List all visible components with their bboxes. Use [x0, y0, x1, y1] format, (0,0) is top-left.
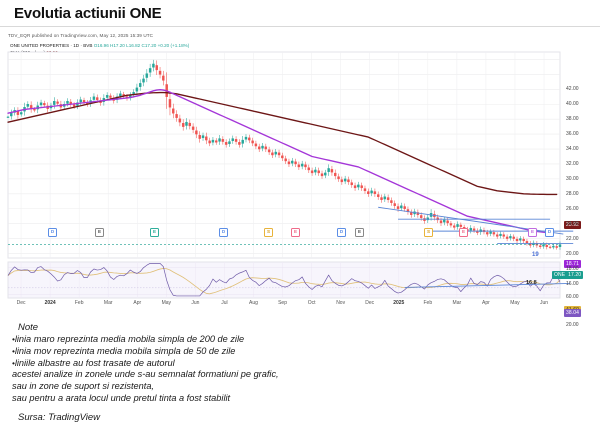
notes-continuation: acestei analize in zonele unde s-au semn…: [12, 369, 592, 404]
date-axis-tick: Feb: [74, 300, 84, 306]
date-axis-tick: Feb: [423, 300, 433, 306]
rsi-axis-tick: 20.00: [566, 321, 579, 328]
price-axis-tick: 34.00: [566, 146, 579, 153]
date-axis-tick: Dec: [16, 300, 26, 306]
event-marker-earnings[interactable]: E: [150, 228, 159, 237]
event-marker-dividend[interactable]: D: [545, 228, 554, 237]
price-badge-last: ONE 17.20: [552, 271, 584, 280]
date-axis-tick: Jun: [191, 300, 200, 306]
note-continuation-line: sau pentru a arata locul unde pretul tin…: [12, 392, 231, 403]
note-item: •linia mov reprezinta media mobila simpl…: [12, 346, 592, 358]
event-marker-dividend[interactable]: D: [219, 228, 228, 237]
tradingview-chart[interactable]: TDV_EQR published on TradingView.com, Ma…: [0, 30, 600, 328]
bullet-icon: •: [12, 335, 15, 344]
price-axis-tick: 30.00: [566, 176, 579, 183]
legend-change: +0.20 (+1.18%): [157, 43, 190, 48]
date-axis-tick: 2024: [44, 300, 56, 306]
date-axis-tick: Apr: [133, 300, 142, 306]
chart-publisher-line: TDV_EQR published on TradingView.com, Ma…: [8, 33, 154, 38]
bullet-icon: •: [12, 346, 15, 356]
legend-symbol-name: ONE UNITED PROPERTIES: [10, 43, 70, 48]
price-axis-tick: 20.00: [566, 250, 579, 257]
date-axis-tick: Dec: [365, 300, 375, 306]
date-axis-tick: Mar: [452, 300, 462, 306]
price-axis-tick: 16.00: [566, 280, 579, 287]
price-axis-tick: 24.00: [566, 220, 579, 227]
legend-exchange: BVB: [83, 43, 93, 48]
date-axis-tick: Nov: [336, 300, 346, 306]
date-axis-tick: Apr: [482, 300, 490, 306]
source-line: Sursa: TradingView: [18, 412, 101, 423]
event-marker-split[interactable]: S: [264, 228, 273, 237]
legend-symbol-row: ONE UNITED PROPERTIES · 1D · BVB O16.96 …: [10, 43, 190, 48]
price-axis-tick: 18.00: [566, 265, 579, 272]
legend-close: C17.20: [141, 43, 157, 48]
title-divider: [0, 26, 600, 27]
note-item-text: linia mov reprezinta media mobila simpla…: [14, 346, 236, 357]
event-marker-earnings[interactable]: E: [355, 228, 364, 237]
event-marker-earnings[interactable]: E: [95, 228, 104, 237]
date-axis-tick: Jul: [221, 300, 228, 306]
price-axis-tick: 38.00: [566, 116, 579, 123]
last-price: 17.20: [568, 272, 582, 279]
note-continuation-line: acestei analize in zonele unde s-au semn…: [12, 369, 279, 380]
event-marker-earnings[interactable]: E: [528, 228, 537, 237]
date-axis-tick: Oct: [307, 300, 316, 306]
note-item: •liniile albastre au fost trasate de aut…: [12, 358, 592, 370]
page-title: Evolutia actiunii ONE: [14, 5, 162, 22]
note-item: •linia maro reprezinta media mobila simp…: [12, 334, 592, 346]
price-axis-tick: 28.00: [566, 190, 579, 197]
price-axis-tick: 26.00: [566, 205, 579, 212]
bullet-icon: •: [12, 358, 15, 368]
price-badge-sma200: 23.92: [564, 220, 582, 229]
date-axis-tick: May: [510, 300, 520, 306]
event-marker-earnings[interactable]: E: [459, 228, 468, 237]
event-marker-split[interactable]: S: [424, 228, 433, 237]
chart-canvas: [6, 51, 574, 299]
price-target-label: 16.8: [526, 280, 537, 287]
legend-open: O16.96: [93, 43, 109, 48]
date-axis-tick: Mar: [103, 300, 113, 306]
price-axis-tick: 32.00: [566, 161, 579, 168]
resistance-label: 19: [532, 252, 539, 259]
price-axis-tick: 22.00: [566, 235, 579, 242]
date-axis-tick: 2025: [393, 300, 405, 306]
date-axis-tick: Jun: [539, 300, 549, 306]
date-axis-tick: May: [161, 300, 172, 306]
note-item-text: liniile albastre au fost trasate de auto…: [14, 357, 175, 368]
price-axis-tick: 40.00: [566, 101, 579, 108]
legend-low: L16.82: [126, 43, 141, 48]
note-continuation-line: sau in zone de suport si rezistenta,: [12, 381, 154, 392]
legend-high: H17.20: [110, 43, 125, 48]
notes-list: •linia maro reprezinta media mobila simp…: [12, 334, 592, 369]
note-item-text: linia maro reprezinta media mobila simpl…: [14, 334, 245, 345]
date-axis-tick: Sep: [278, 300, 287, 306]
price-badge-sma50: 18.71: [564, 259, 582, 268]
rsi-badge-value: 38.04: [564, 308, 582, 317]
price-axis-tick: 36.00: [566, 131, 579, 138]
notes-block: Note •linia maro reprezinta media mobila…: [12, 322, 592, 404]
event-marker-dividend[interactable]: D: [48, 228, 57, 237]
event-marker-dividend[interactable]: D: [337, 228, 346, 237]
notes-heading: Note: [18, 322, 39, 333]
last-ticker: ONE: [554, 272, 566, 279]
price-axis-tick: 42.00: [566, 86, 579, 93]
legend-interval: 1D: [73, 43, 80, 48]
date-axis-tick: Aug: [249, 300, 258, 306]
event-marker-earnings[interactable]: E: [291, 228, 300, 237]
rsi-axis-tick: 60.00: [566, 294, 579, 301]
